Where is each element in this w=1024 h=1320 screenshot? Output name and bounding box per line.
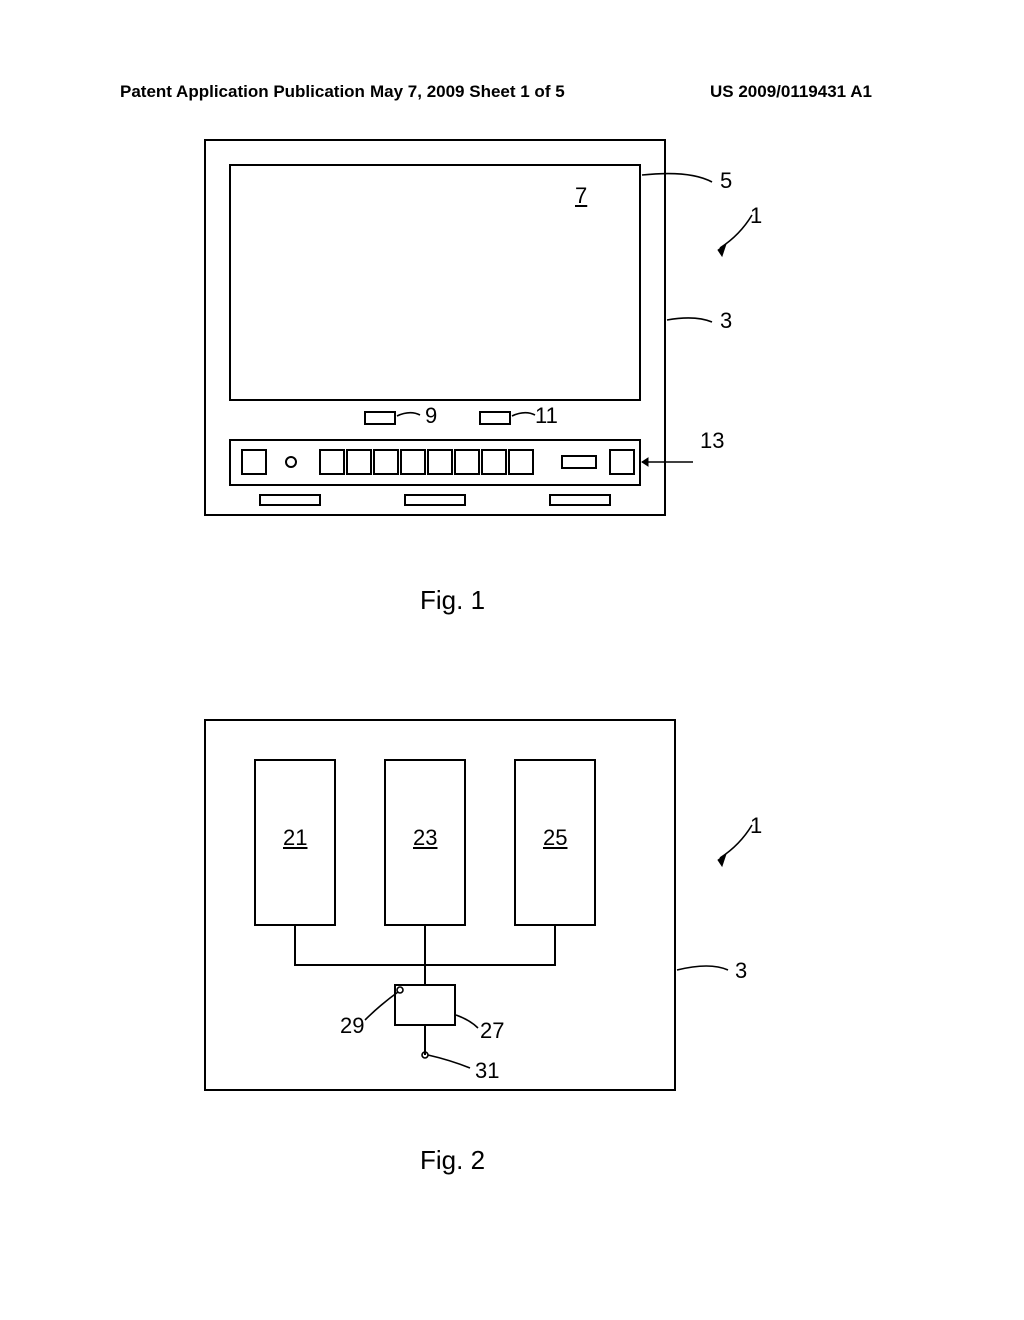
fig1-panel-smallsq (455, 450, 479, 474)
fig1-panel-smallsq (509, 450, 533, 474)
fig1-panel-widerect (562, 456, 596, 468)
fig2-label: Fig. 2 (420, 1145, 485, 1176)
fig1-ref-7: 7 (575, 183, 587, 209)
leader-line (512, 413, 535, 416)
header-left: Patent Application Publication (120, 82, 365, 102)
fig1-panel (230, 440, 640, 485)
fig2-frame (205, 720, 675, 1090)
fig2-ref-29: 29 (340, 1013, 364, 1039)
fig1-ref-3: 3 (720, 308, 732, 334)
leader-line (677, 966, 728, 970)
fig2-leaders (365, 825, 752, 1068)
leader-line (642, 174, 712, 182)
fig1-foot-1 (260, 495, 320, 505)
fig1-ref-11: 11 (535, 403, 558, 429)
fig2-wires (295, 925, 555, 1055)
fig1-leaders (397, 174, 752, 466)
fig1-panel-circle (286, 457, 296, 467)
fig1-ref-1: 1 (750, 203, 762, 229)
leader-line (720, 825, 752, 858)
leader-line (720, 215, 752, 248)
fig2-ref-31: 31 (475, 1058, 499, 1084)
fig1-foot-2 (405, 495, 465, 505)
leader-line (456, 1015, 478, 1028)
fig1-ref-13: 13 (700, 428, 724, 454)
fig1-panel-smallsq (428, 450, 452, 474)
fig1-foot-3 (550, 495, 610, 505)
fig1-ref-5: 5 (720, 168, 732, 194)
fig2-wire (295, 925, 425, 985)
fig1-panel-squares (320, 450, 533, 474)
fig2-port-31 (422, 1052, 428, 1058)
fig1-label: Fig. 1 (420, 585, 485, 616)
fig1-ref-9: 9 (425, 403, 437, 429)
fig1-outer-frame (205, 140, 665, 515)
fig2-wire (425, 925, 555, 965)
leader-arrow (642, 458, 648, 466)
header-mid: May 7, 2009 Sheet 1 of 5 (370, 82, 565, 102)
fig1-panel-smallsq (320, 450, 344, 474)
fig1-panel-smallsq (347, 450, 371, 474)
drawing-overlay (0, 0, 1024, 1320)
fig1-panel-bigsq (242, 450, 266, 474)
leader-line (667, 318, 712, 322)
fig2-ref-3: 3 (735, 958, 747, 984)
fig1-btn11 (480, 412, 510, 424)
fig2-port-29 (397, 987, 403, 993)
fig2-hub (395, 985, 455, 1025)
fig1-panel-smallsq (482, 450, 506, 474)
fig2-ref-25: 25 (543, 825, 567, 851)
leader-arrow (718, 244, 726, 256)
fig1-panel-endsq (610, 450, 634, 474)
leader-line (397, 413, 420, 416)
leader-arrow (718, 854, 726, 866)
fig1-panel-smallsq (401, 450, 425, 474)
fig1-btn9 (365, 412, 395, 424)
leader-line (428, 1055, 470, 1068)
fig2-ref-23: 23 (413, 825, 437, 851)
fig1-panel-smallsq (374, 450, 398, 474)
header-right: US 2009/0119431 A1 (710, 82, 872, 102)
leader-line (365, 992, 398, 1020)
fig2-ref-27: 27 (480, 1018, 504, 1044)
fig2-ref-1: 1 (750, 813, 762, 839)
fig2-ref-21: 21 (283, 825, 307, 851)
